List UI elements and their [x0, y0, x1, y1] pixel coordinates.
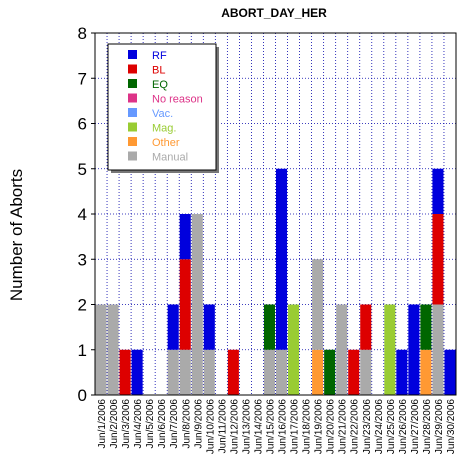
legend: RF BL EQ No reason Vac. Mag. Other Manual	[107, 43, 219, 173]
bar-segment-manual-21	[336, 304, 348, 395]
x-tick-label: Jun/4/2006	[133, 399, 144, 449]
x-tick-label: Jun/26/2006	[398, 399, 409, 454]
bar-segment-bl-12	[227, 349, 239, 395]
x-tick-label: Jun/17/2006	[290, 399, 301, 454]
legend-label: Other	[152, 137, 180, 149]
bars	[95, 168, 456, 395]
legend-label: RF	[152, 50, 167, 62]
chart-title: ABORT_DAY_HER	[221, 6, 327, 20]
x-tick-label: Jun/5/2006	[145, 399, 156, 449]
x-tick-label: Jun/20/2006	[326, 399, 337, 454]
bar-segment-rf-10	[203, 304, 215, 350]
legend-label: Vac.	[152, 108, 173, 120]
bar-segment-manual-8	[179, 349, 191, 395]
y-tick-label: 0	[78, 386, 87, 405]
bar-segment-rf-7	[167, 304, 179, 350]
bar-segment-manual-1	[95, 304, 107, 395]
y-tick-label: 7	[78, 69, 87, 88]
x-tick-label: Jun/14/2006	[253, 399, 264, 454]
legend-label: No reason	[152, 94, 203, 106]
bar-segment-manual-23	[360, 349, 372, 395]
bar-segment-mag-17	[288, 304, 300, 395]
x-tick-label: Jun/12/2006	[229, 399, 240, 454]
bar-segment-rf-8	[179, 214, 191, 260]
x-tick-label: Jun/25/2006	[386, 399, 397, 454]
x-tick-label: Jun/3/2006	[121, 399, 132, 449]
y-tick-label: 6	[78, 115, 87, 134]
bar-segment-manual-16	[276, 349, 288, 395]
x-tick-label: Jun/13/2006	[241, 399, 252, 454]
bar-segment-manual-2	[107, 304, 119, 395]
bar-segment-manual-7	[167, 349, 179, 395]
bar-segment-eq-15	[263, 304, 275, 350]
x-tick-label: Jun/10/2006	[205, 399, 216, 454]
legend-label: BL	[152, 65, 165, 77]
x-tick-label: Jun/27/2006	[410, 399, 421, 454]
bar-segment-other-28	[420, 349, 432, 395]
x-tick-label: Jun/30/2006	[446, 399, 457, 454]
bar-segment-rf-29	[432, 168, 444, 214]
x-tick-label: Jun/6/2006	[157, 399, 168, 449]
bar-segment-manual-10	[203, 349, 215, 395]
x-tick-label: Jun/7/2006	[169, 399, 180, 449]
bar-segment-bl-8	[179, 259, 191, 350]
bar-segment-rf-26	[396, 349, 408, 395]
legend-swatch	[128, 64, 137, 74]
bar-segment-manual-19	[312, 259, 324, 350]
legend-label: Mag.	[152, 123, 176, 135]
legend-label: Manual	[152, 152, 188, 164]
bar-segment-bl-29	[432, 214, 444, 305]
x-tick-label: Jun/1/2006	[97, 399, 108, 449]
y-tick-label: 4	[78, 205, 87, 224]
bar-segment-bl-22	[348, 349, 360, 395]
x-tick-label: Jun/16/2006	[278, 399, 289, 454]
legend-swatch	[128, 137, 137, 146]
y-tick-label: 2	[78, 296, 87, 315]
bar-segment-bl-3	[119, 349, 131, 395]
bar-segment-manual-15	[263, 349, 275, 395]
legend-swatch	[128, 93, 137, 103]
bar-segment-bl-23	[360, 304, 372, 350]
y-tick-label: 1	[78, 341, 87, 360]
bar-segment-rf-16	[276, 168, 288, 350]
legend-swatch	[128, 79, 137, 88]
y-ticks: 0 1 2 3 4 5 6 7 8	[78, 24, 95, 405]
y-tick-label: 5	[78, 160, 87, 179]
bar-segment-rf-27	[408, 304, 420, 395]
x-tick-label: Jun/23/2006	[362, 399, 373, 454]
bar-segment-rf-4	[131, 349, 143, 395]
x-tick-label: Jun/18/2006	[302, 399, 313, 454]
bar-segment-manual-9	[191, 214, 203, 395]
legend-label: EQ	[152, 79, 168, 91]
x-tick-label: Jun/11/2006	[217, 399, 228, 454]
bar-segment-other-19	[312, 349, 324, 395]
x-tick-label: Jun/29/2006	[434, 399, 445, 454]
x-tick-label: Jun/24/2006	[374, 399, 385, 454]
bar-segment-mag-25	[384, 304, 396, 395]
legend-swatch	[128, 108, 137, 117]
x-ticks: Jun/1/2006 Jun/2/2006 Jun/3/2006 Jun/4/2006…	[97, 399, 457, 454]
legend-box	[107, 43, 217, 171]
x-tick-label: Jun/22/2006	[350, 399, 361, 454]
legend-swatch	[128, 122, 137, 132]
y-tick-label: 8	[78, 24, 87, 43]
legend-swatch	[128, 151, 137, 161]
bar-segment-eq-28	[420, 304, 432, 350]
y-tick-label: 3	[78, 250, 87, 269]
x-tick-label: Jun/8/2006	[181, 399, 192, 449]
bar-segment-manual-29	[432, 304, 444, 395]
x-tick-label: Jun/28/2006	[422, 399, 433, 454]
x-tick-label: Jun/19/2006	[314, 399, 325, 454]
x-tick-label: Jun/9/2006	[193, 399, 204, 449]
x-tick-label: Jun/2/2006	[109, 399, 120, 449]
bar-segment-eq-20	[324, 349, 336, 395]
bar-segment-rf-30	[444, 349, 456, 395]
x-tick-label: Jun/21/2006	[338, 399, 349, 454]
legend-swatch	[128, 50, 137, 59]
x-tick-label: Jun/15/2006	[265, 399, 276, 454]
y-axis-label: Number of Aborts	[7, 169, 26, 301]
